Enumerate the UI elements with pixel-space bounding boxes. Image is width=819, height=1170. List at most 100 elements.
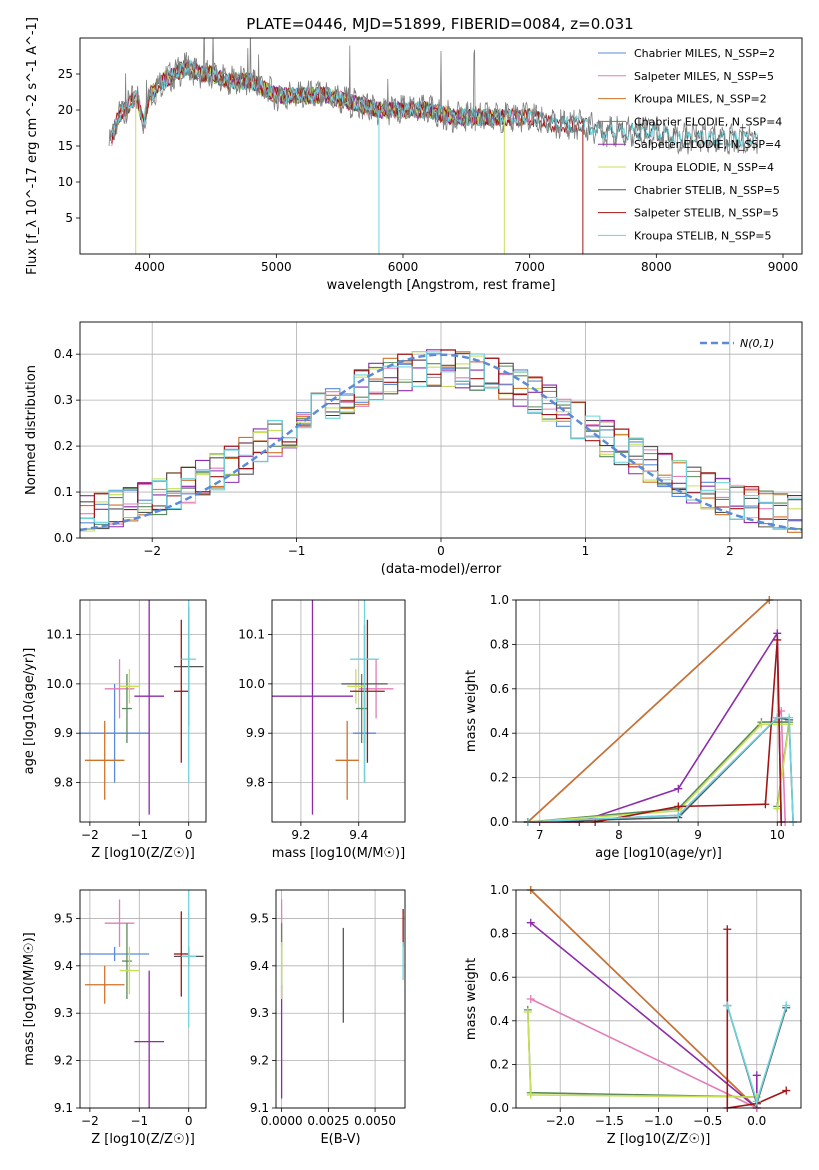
weight-marker bbox=[723, 1001, 732, 1010]
x-axis-label: Z [log10(Z/Z☉)] bbox=[91, 1132, 195, 1147]
x-axis-label: Z [log10(Z/Z☉)] bbox=[607, 1132, 711, 1147]
y-tick-label: 0.4 bbox=[54, 347, 73, 361]
panel-age_vs_Z: −2 −1 0 9.8 9.9 10.0 10.1 Z [log10(Z/Z☉)] age [l… bbox=[22, 599, 207, 861]
y-tick-label: 25 bbox=[58, 67, 73, 81]
y-tick-label: 10.0 bbox=[46, 677, 73, 691]
y-axis-label: mass weight bbox=[464, 958, 479, 1040]
y-tick-label: 0.1 bbox=[54, 485, 73, 499]
weight-line bbox=[527, 639, 782, 823]
x-tick-label: 10 bbox=[770, 828, 785, 842]
weight-marker bbox=[773, 713, 782, 722]
x-tick-label: 8 bbox=[615, 828, 623, 842]
y-tick-label: 0.3 bbox=[54, 393, 73, 407]
x-tick-label: 2 bbox=[726, 544, 734, 558]
x-tick-label: 5000 bbox=[261, 260, 292, 274]
weight-marker bbox=[526, 995, 535, 1003]
x-axis-label: age [log10(age/yr)] bbox=[595, 846, 722, 861]
y-tick-label: 10 bbox=[58, 175, 73, 189]
x-tick-label: 0.0050 bbox=[354, 1114, 396, 1128]
x-tick-label: 0.0 bbox=[747, 1114, 766, 1128]
legend-entry: Chabrier ELODIE, N_SSP=4 bbox=[634, 115, 782, 128]
y-tick-label: 9.8 bbox=[246, 776, 265, 790]
x-tick-label: −2 bbox=[143, 544, 161, 558]
x-axis-label: Z [log10(Z/Z☉)] bbox=[91, 846, 195, 861]
y-tick-label: 9.8 bbox=[54, 776, 73, 790]
panel-residuals: −2 −1 0 1 2 0.0 0.1 0.2 0.3 0.4 (data-model)/error… bbox=[24, 321, 803, 577]
gaussian-curve bbox=[80, 353, 802, 532]
x-tick-label: 9.2 bbox=[291, 828, 310, 842]
y-axis-label: Flux [f_λ 10^-17 erg cm^-2 s^-1 A^-1] bbox=[25, 17, 40, 275]
x-tick-label: −0.5 bbox=[693, 1114, 722, 1128]
x-tick-label: 1 bbox=[582, 544, 590, 558]
y-tick-label: 9.2 bbox=[54, 1054, 73, 1068]
x-tick-label: 9000 bbox=[768, 260, 799, 274]
axes-frame bbox=[79, 599, 207, 823]
figure-title: PLATE=0446, MJD=51899, FIBERID=0084, z=0… bbox=[246, 15, 633, 33]
y-tick-label: 1.0 bbox=[490, 593, 509, 607]
y-tick-label: 10.1 bbox=[238, 628, 265, 642]
weight-line bbox=[527, 630, 782, 823]
y-tick-label: 0.2 bbox=[490, 1057, 509, 1071]
y-axis-label: mass weight bbox=[464, 670, 479, 752]
x-axis-label: mass [log10(M/M☉)] bbox=[272, 846, 405, 861]
weight-line bbox=[530, 889, 758, 1109]
y-tick-label: 10.0 bbox=[238, 677, 265, 691]
weight-line bbox=[530, 998, 758, 1109]
x-axis-label: E(B-V) bbox=[320, 1132, 360, 1147]
legend-entry: Chabrier MILES, N_SSP=2 bbox=[634, 47, 775, 60]
legend-entry: Salpeter ELODIE, N_SSP=4 bbox=[634, 138, 781, 151]
legend-entry: Kroupa STELIB, N_SSP=5 bbox=[634, 229, 772, 242]
x-tick-label: 0 bbox=[185, 1114, 193, 1128]
y-tick-label: 0.6 bbox=[490, 682, 509, 696]
legend-entry: Kroupa ELODIE, N_SSP=4 bbox=[634, 161, 774, 174]
histogram-line bbox=[80, 351, 802, 530]
x-tick-label: 9 bbox=[694, 828, 702, 842]
weight-marker bbox=[526, 918, 535, 927]
y-tick-label: 1.0 bbox=[490, 883, 509, 897]
y-tick-label: 9.4 bbox=[54, 959, 73, 973]
weight-line bbox=[527, 723, 791, 823]
y-tick-label: 15 bbox=[58, 139, 73, 153]
y-tick-label: 0.6 bbox=[490, 970, 509, 984]
y-tick-label: 10.1 bbox=[46, 628, 73, 642]
legend-entry: Kroupa MILES, N_SSP=2 bbox=[634, 93, 767, 106]
weight-marker bbox=[773, 635, 782, 644]
y-tick-label: 9.9 bbox=[54, 726, 73, 740]
y-tick-label: 9.5 bbox=[250, 911, 269, 925]
legend-entry: Salpeter MILES, N_SSP=5 bbox=[634, 70, 774, 83]
x-tick-label: 4000 bbox=[134, 260, 165, 274]
y-tick-label: 9.3 bbox=[250, 1006, 269, 1020]
x-tick-label: −1.0 bbox=[644, 1114, 673, 1128]
y-tick-label: 0.0 bbox=[490, 815, 509, 829]
legend-entry: N(0,1) bbox=[740, 337, 774, 350]
weight-marker bbox=[782, 1086, 791, 1095]
y-tick-label: 20 bbox=[58, 103, 73, 117]
y-tick-label: 0.8 bbox=[490, 637, 509, 651]
weight-marker bbox=[757, 720, 766, 729]
weight-marker bbox=[773, 804, 782, 813]
x-axis-label: wavelength [Angstrom, rest frame] bbox=[327, 278, 556, 293]
x-tick-label: 8000 bbox=[641, 260, 672, 274]
axes-frame bbox=[271, 599, 406, 823]
x-tick-label: −1 bbox=[288, 544, 306, 558]
y-tick-label: 5 bbox=[65, 211, 73, 225]
y-tick-label: 9.3 bbox=[54, 1006, 73, 1020]
x-tick-label: −2.0 bbox=[546, 1114, 575, 1128]
y-tick-label: 9.1 bbox=[54, 1101, 73, 1115]
weight-marker bbox=[782, 1001, 791, 1010]
panel-spectrum: 4000 5000 6000 7000 8000 9000 5 10 15 20 25 wavelen… bbox=[25, 17, 803, 293]
weight-marker bbox=[526, 1090, 535, 1099]
panel-mass_vs_Z: −2 −1 0 9.1 9.2 9.3 9.4 9.5 Z [log10(Z/Z☉)] mass … bbox=[22, 889, 207, 1147]
weight-marker bbox=[785, 713, 794, 722]
weight-marker bbox=[674, 811, 683, 820]
x-tick-label: 0 bbox=[185, 828, 193, 842]
y-tick-label: 0.4 bbox=[490, 726, 509, 740]
axes-frame bbox=[79, 37, 803, 255]
axes-frame bbox=[515, 889, 802, 1109]
x-tick-label: −1 bbox=[130, 828, 148, 842]
panel-mass_vs_EBV: 0.0000 0.0025 0.0050 9.1 9.2 9.3 9.4 9.5 E(B-V) bbox=[250, 889, 406, 1147]
y-tick-label: 0.0 bbox=[54, 531, 73, 545]
y-tick-label: 0.4 bbox=[490, 1014, 509, 1028]
axes-frame bbox=[275, 889, 406, 1109]
legend-entry: Chabrier STELIB, N_SSP=5 bbox=[634, 184, 780, 197]
